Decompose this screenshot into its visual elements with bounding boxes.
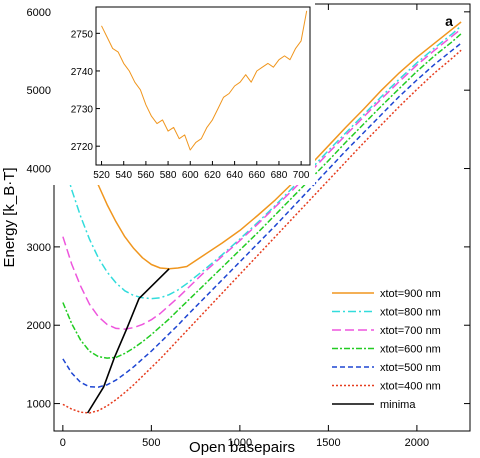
series-line-xtot-900-nm <box>62 21 462 270</box>
series-line-xtot-800-nm <box>62 25 462 300</box>
series-line-xtot-600-nm <box>62 33 462 359</box>
inset-y-tick-label: 2720 <box>71 142 94 153</box>
legend-label: minima <box>380 399 416 411</box>
legend: xtot=900 nm xtot=800 nm xtot=700 nm xtot=60… <box>332 288 441 411</box>
series-line-xtot-500-nm <box>62 42 462 388</box>
y-tick-label: 5000 <box>27 85 51 97</box>
x-axis-label: Open basepairs <box>189 439 295 456</box>
series-line-xtot-400-nm <box>62 49 462 414</box>
x-tick-label: 500 <box>142 437 160 449</box>
legend-label: xtot=800 nm <box>380 307 441 319</box>
legend-label: xtot=500 nm <box>380 362 441 374</box>
legend-label: xtot=700 nm <box>380 325 441 337</box>
legend-label: xtot=900 nm <box>380 288 441 300</box>
inset-x-tick-label: 520 <box>93 170 110 181</box>
series-line-minima <box>86 268 170 414</box>
inset-x-tick-label: 620 <box>204 170 221 181</box>
inset-x-tick-label: 560 <box>138 170 155 181</box>
inset-frame <box>95 6 311 166</box>
inset-x-tick-label: 580 <box>160 170 177 181</box>
inset-x-tick-label: 640 <box>226 170 243 181</box>
main-plot-area: 0 500 1000 1500 2000 1000 2000 3000 4000 5000 6000… <box>1 3 471 456</box>
x-tick-label: 0 <box>60 437 66 449</box>
inset-x-tick-label: 540 <box>115 170 132 181</box>
legend-label: xtot=600 nm <box>380 344 441 356</box>
x-tick-label: 1000 <box>228 437 252 449</box>
y-tick-label: 1000 <box>27 399 51 411</box>
y-tick-label: 2000 <box>27 320 51 332</box>
inset-y-tick-label: 2740 <box>71 67 94 78</box>
panel-label: a <box>445 13 453 29</box>
inset-plot-area: 520 540 560 580 600 620 640 660 680 700 2720 2730 27… <box>53 3 315 185</box>
inset-x-tick-label: 600 <box>182 170 199 181</box>
series-line-xtot-700-nm <box>62 28 462 330</box>
y-tick-label: 4000 <box>27 164 51 176</box>
inset-x-tick-label: 660 <box>248 170 265 181</box>
inset-y-tick-label: 2730 <box>71 105 94 116</box>
inset-x-tick-label: 680 <box>271 170 288 181</box>
x-tick-label: 1500 <box>316 437 340 449</box>
inset-y-tick-label: 2750 <box>71 29 94 40</box>
x-tick-label: 2000 <box>405 437 429 449</box>
y-tick-label: 3000 <box>27 242 51 254</box>
y-axis-label: Energy [k_B·T] <box>1 167 18 267</box>
y-tick-label: 6000 <box>27 7 51 19</box>
inset-x-tick-label: 700 <box>293 170 310 181</box>
inset-series-line <box>101 10 308 151</box>
legend-label: xtot=400 nm <box>380 381 441 393</box>
